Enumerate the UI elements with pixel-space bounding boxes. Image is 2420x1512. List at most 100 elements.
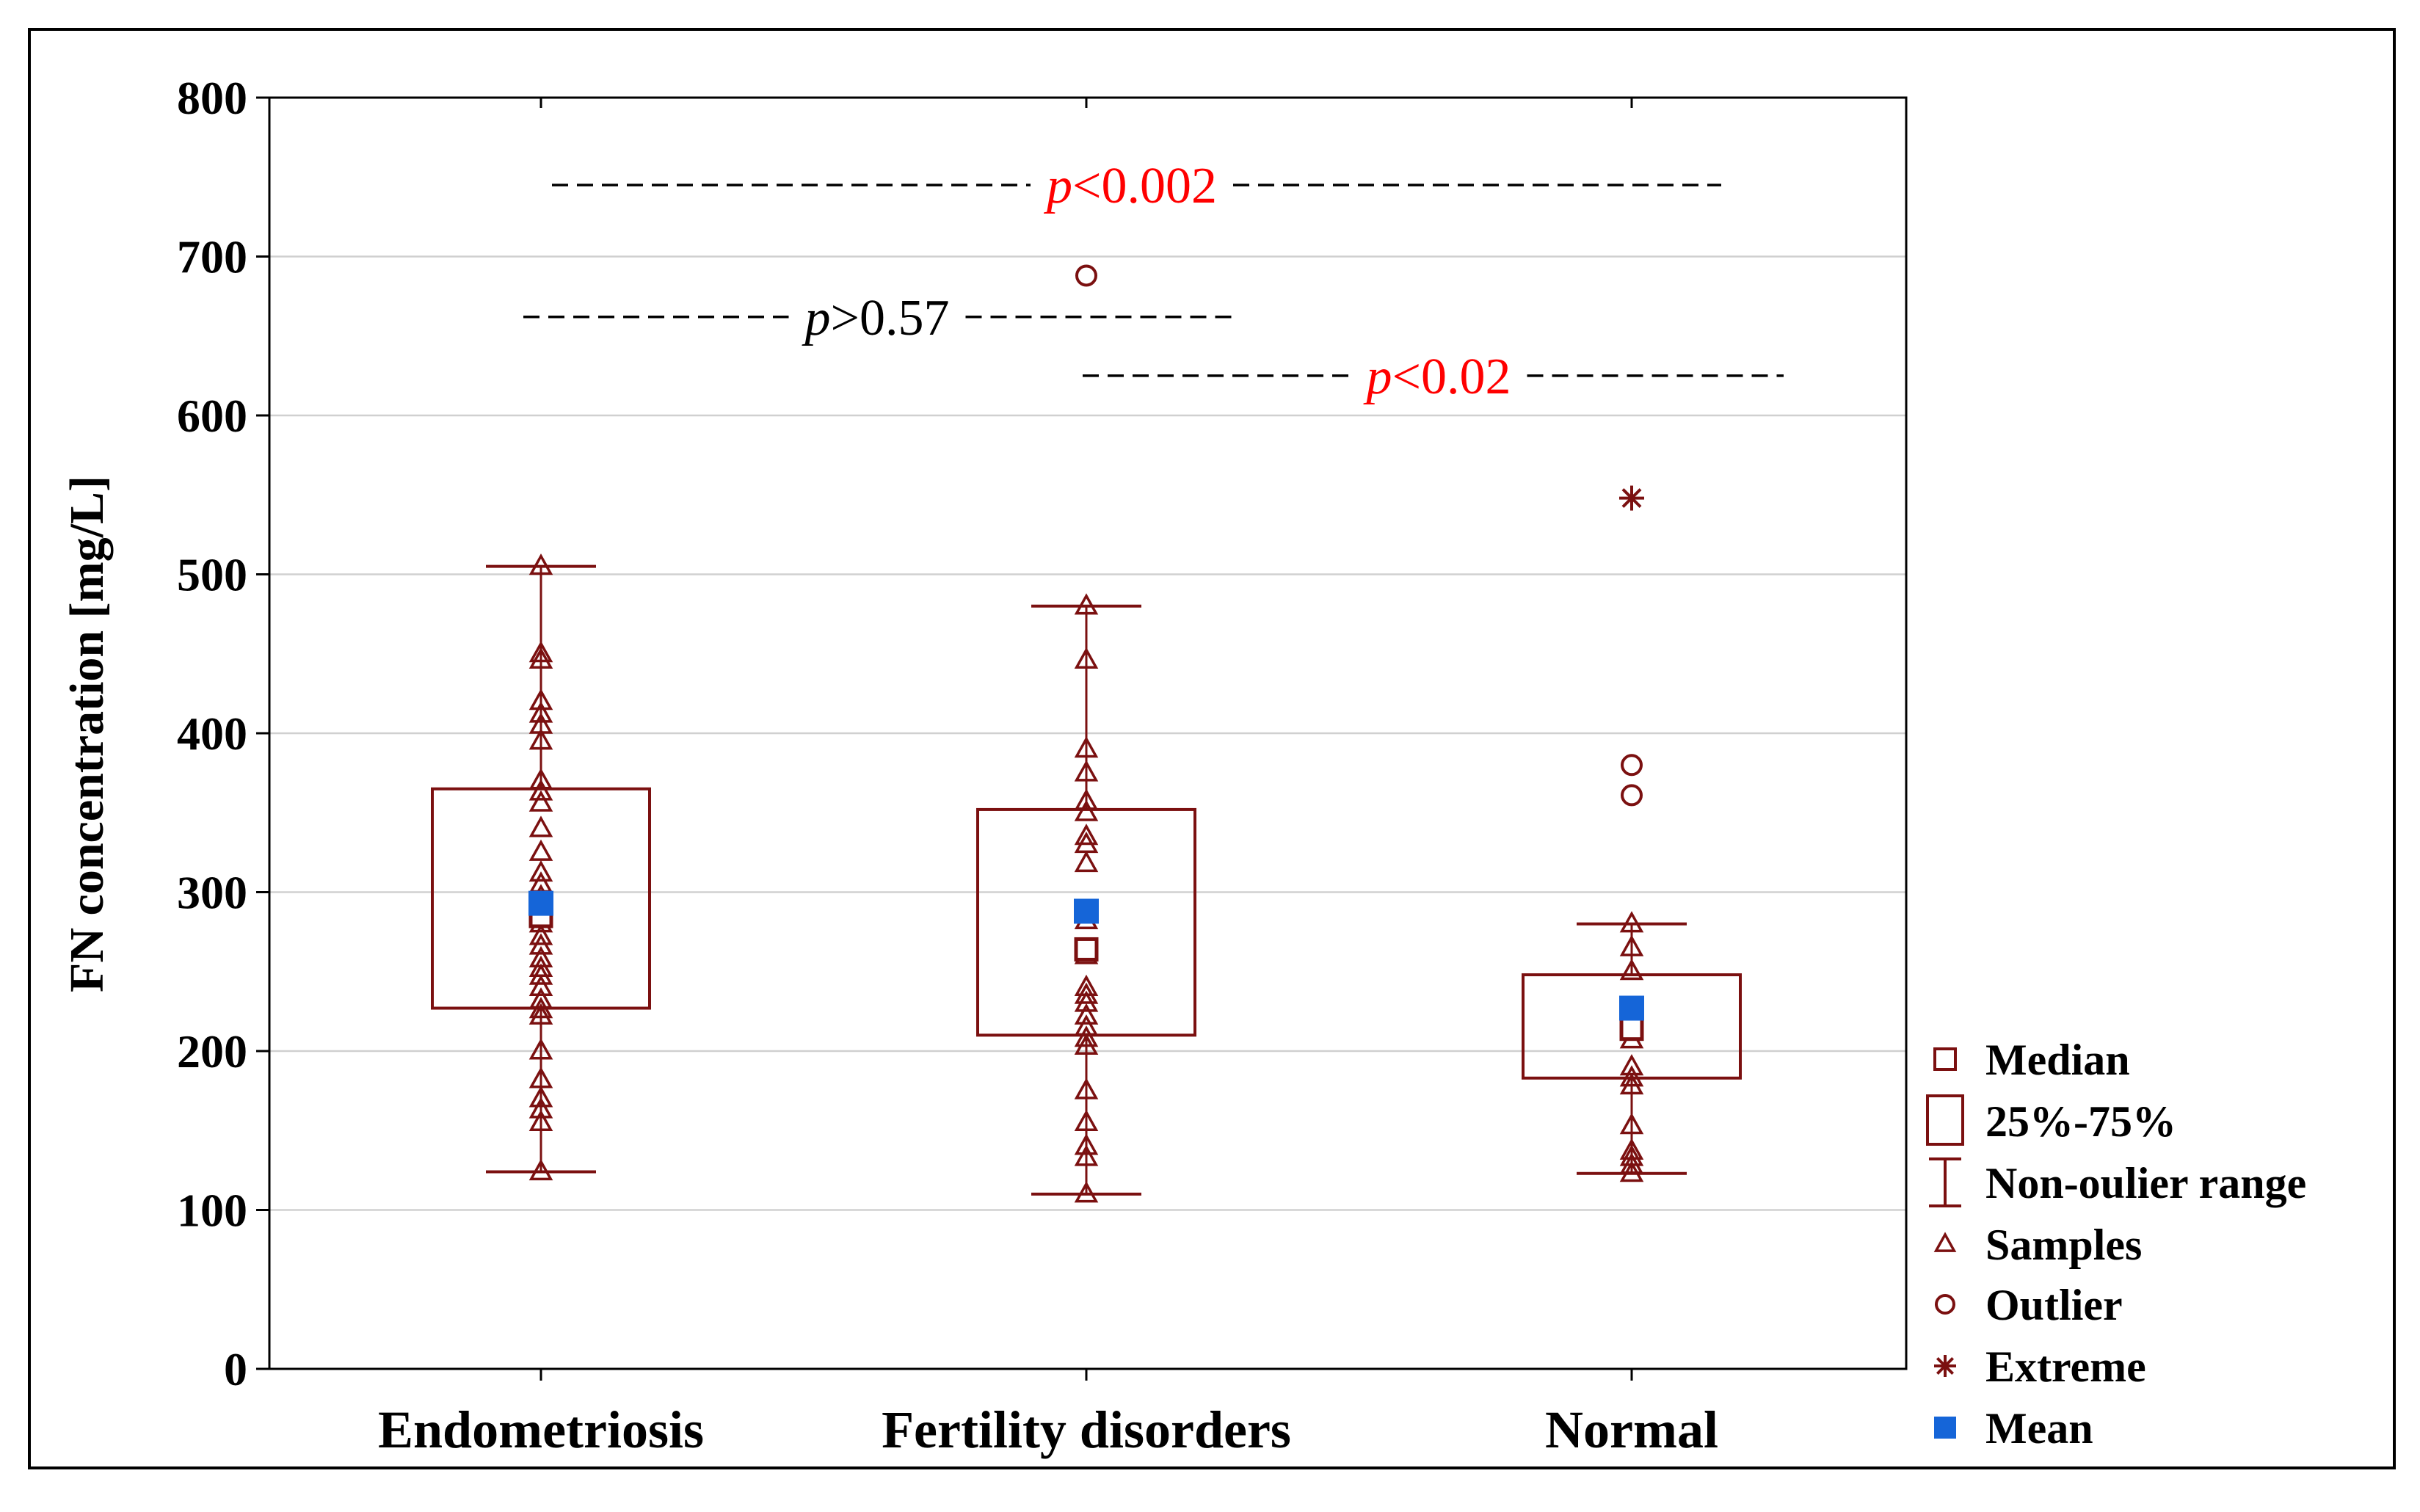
sample-point [528, 790, 553, 812]
y-axis-ticks: 0 100 200 300 400 500 600 700 800 [177, 72, 269, 1395]
legend-whisker-icon [1929, 1157, 1961, 1207]
y-tick-label: 300 [177, 867, 247, 919]
p-rest: <0.002 [1072, 158, 1217, 214]
sample-point [528, 1109, 553, 1131]
extreme-point [1619, 485, 1644, 511]
p-rest: <0.02 [1392, 349, 1511, 405]
legend-item-triangle: Samples [1933, 1221, 2142, 1269]
legend-label: Samples [1985, 1221, 2142, 1269]
legend-box-icon [1926, 1094, 1964, 1146]
outlier-point [1621, 754, 1643, 777]
sample-point [1074, 850, 1099, 873]
sample-point [528, 728, 553, 750]
sample-point [528, 647, 553, 669]
p-value-annotation: p>0.57 [523, 290, 1239, 346]
figure-frame [28, 28, 2396, 1469]
sample-point [1619, 959, 1644, 981]
legend-median-icon [1933, 1047, 1957, 1071]
sample-point [1074, 1133, 1099, 1155]
plot-area-border [268, 96, 1908, 1370]
sample-point [528, 945, 553, 967]
sample-point [1619, 1054, 1644, 1076]
sample-point [528, 987, 553, 1009]
legend-label: Non-oulier range [1985, 1159, 2306, 1207]
sample-point [1074, 1025, 1099, 1047]
mean-marker [1074, 898, 1099, 924]
y-tick-label: 200 [177, 1025, 247, 1077]
sample-point [1074, 1077, 1099, 1100]
y-axis-label: FN concentration [mg/L] [60, 476, 114, 992]
sample-point [528, 1038, 553, 1060]
p-value-label: p<0.02 [1363, 349, 1511, 405]
p-value-label: p>0.57 [802, 290, 950, 346]
y-tick-label: 400 [177, 708, 247, 760]
legend-label: 25%-75% [1985, 1097, 2176, 1146]
p-value-label: p<0.002 [1043, 158, 1217, 214]
legend-item-mean: Mean [1934, 1404, 2093, 1453]
sample-point [528, 701, 553, 723]
sample-point [1074, 1003, 1099, 1025]
sample-point [1619, 1144, 1644, 1166]
box-group-normal [1522, 485, 1742, 1182]
sample-point [1074, 1181, 1099, 1203]
sample-point [1074, 593, 1099, 615]
x-category-label: Endometriosis [378, 1400, 704, 1459]
y-tick-label: 700 [177, 231, 247, 283]
y-tick-label: 800 [177, 72, 247, 124]
sample-point [528, 1066, 553, 1088]
legend-circle-icon [1935, 1294, 1955, 1315]
legend-label: Mean [1985, 1404, 2093, 1453]
p-value-annotation: p<0.002 [552, 158, 1721, 214]
p-value-annotation: p<0.02 [1083, 349, 1784, 405]
y-tick-label: 600 [177, 390, 247, 442]
p-italic: p [802, 290, 831, 346]
legend-triangle-icon [1933, 1232, 1957, 1252]
sample-point [528, 1097, 553, 1119]
legend-label: Median [1985, 1036, 2130, 1084]
sample-point [528, 859, 553, 882]
sample-point [1619, 1113, 1644, 1135]
median-marker [1619, 1017, 1644, 1042]
legend-star-icon [1934, 1355, 1956, 1377]
median-marker [1074, 937, 1099, 962]
sample-point [1074, 1109, 1099, 1131]
y-tick-label: 0 [224, 1343, 247, 1395]
outlier-point [1075, 264, 1097, 287]
sample-point [1074, 824, 1099, 846]
legend-item-whisker: Non-oulier range [1929, 1157, 2306, 1207]
sample-point [528, 815, 553, 837]
sample-point [1074, 974, 1099, 996]
sample-point [528, 553, 553, 575]
box-group-endometriosis [431, 553, 651, 1181]
x-category-label: Fertility disorders [882, 1400, 1291, 1459]
x-axis-ticks: Endometriosis Fertility disorders Normal [378, 98, 1718, 1459]
legend-item-circle: Outlier [1935, 1281, 2123, 1329]
y-tick-label: 500 [177, 549, 247, 601]
legend-item-median: Median [1933, 1036, 2130, 1084]
mean-marker [1619, 995, 1644, 1021]
legend-label: Extreme [1985, 1342, 2146, 1391]
box-groups [431, 264, 1742, 1203]
legend-mean-icon [1934, 1417, 1956, 1439]
legend-label: Outlier [1985, 1281, 2123, 1329]
sample-point [1074, 1144, 1099, 1166]
sample-point [1619, 911, 1644, 933]
sample-point [1619, 1065, 1644, 1087]
outlier-point [1621, 784, 1643, 807]
sample-point [1074, 736, 1099, 758]
sample-point [528, 768, 553, 790]
y-tick-label: 100 [177, 1185, 247, 1237]
p-rest: >0.57 [831, 290, 950, 346]
sample-point [528, 1158, 553, 1181]
sample-point [528, 1003, 553, 1025]
box-group-fertility-disorders [976, 264, 1196, 1203]
sample-point [528, 839, 553, 861]
sample-point [1619, 934, 1644, 956]
legend-item-star: Extreme [1934, 1342, 2146, 1391]
sample-point [1074, 788, 1099, 810]
sample-point [1074, 1014, 1099, 1036]
sample-point [528, 974, 553, 996]
mean-marker [528, 890, 553, 916]
